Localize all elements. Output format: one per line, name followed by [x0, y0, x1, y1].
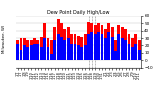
Bar — [80, 37, 83, 60]
Bar — [90, 32, 93, 60]
Bar — [60, 23, 63, 60]
Bar — [124, 29, 127, 60]
Bar — [60, 37, 63, 60]
Bar — [67, 38, 70, 60]
Bar — [40, 37, 43, 60]
Bar — [94, 25, 97, 60]
Bar — [30, 46, 33, 60]
Bar — [87, 34, 90, 60]
Bar — [84, 34, 87, 60]
Bar — [131, 47, 134, 60]
Bar — [87, 22, 90, 60]
Title: Dew Point Daily High/Low: Dew Point Daily High/Low — [47, 10, 110, 15]
Bar — [20, 38, 23, 60]
Bar — [104, 38, 107, 60]
Bar — [70, 44, 73, 60]
Bar — [101, 34, 104, 60]
Bar — [117, 34, 120, 60]
Bar — [80, 47, 83, 60]
Bar — [57, 34, 60, 60]
Bar — [30, 39, 33, 60]
Bar — [33, 38, 36, 60]
Bar — [43, 23, 46, 60]
Bar — [20, 50, 23, 60]
Bar — [94, 34, 97, 60]
Bar — [43, 38, 46, 60]
Bar — [47, 38, 49, 60]
Bar — [77, 46, 80, 60]
Bar — [53, 39, 56, 60]
Bar — [121, 38, 124, 60]
Bar — [114, 39, 117, 60]
Bar — [16, 39, 19, 60]
Bar — [107, 23, 110, 60]
Bar — [138, 50, 140, 60]
Text: Milwaukee, WI: Milwaukee, WI — [2, 25, 6, 53]
Bar — [50, 54, 53, 60]
Bar — [104, 29, 107, 60]
Bar — [26, 39, 29, 60]
Bar — [64, 29, 66, 60]
Bar — [40, 47, 43, 60]
Bar — [64, 39, 66, 60]
Bar — [36, 44, 39, 60]
Bar — [124, 39, 127, 60]
Bar — [90, 23, 93, 60]
Bar — [67, 27, 70, 60]
Bar — [26, 47, 29, 60]
Bar — [138, 39, 140, 60]
Bar — [77, 36, 80, 60]
Bar — [97, 32, 100, 60]
Bar — [134, 34, 137, 60]
Bar — [33, 44, 36, 60]
Bar — [50, 39, 53, 60]
Bar — [23, 46, 26, 60]
Bar — [107, 32, 110, 60]
Bar — [57, 19, 60, 60]
Bar — [53, 27, 56, 60]
Bar — [128, 44, 130, 60]
Bar — [47, 47, 49, 60]
Bar — [111, 27, 114, 60]
Bar — [16, 44, 19, 60]
Bar — [121, 27, 124, 60]
Bar — [97, 23, 100, 60]
Bar — [36, 39, 39, 60]
Bar — [74, 44, 76, 60]
Bar — [70, 34, 73, 60]
Bar — [84, 46, 87, 60]
Bar — [117, 25, 120, 60]
Bar — [111, 37, 114, 60]
Bar — [114, 51, 117, 60]
Bar — [101, 25, 104, 60]
Bar — [134, 44, 137, 60]
Bar — [131, 38, 134, 60]
Bar — [74, 34, 76, 60]
Bar — [23, 38, 26, 60]
Bar — [128, 34, 130, 60]
